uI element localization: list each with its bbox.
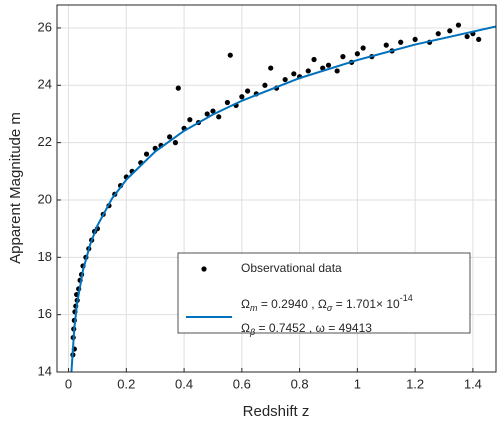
data-point [268, 65, 274, 71]
legend-marker [201, 266, 207, 272]
legend-label-part: β [249, 327, 255, 337]
legend-label-part: Ω [318, 297, 327, 311]
legend-label-part: σ [327, 303, 333, 313]
legend-box [177, 252, 471, 334]
x-tick-label: 0.8 [291, 376, 309, 391]
x-tick-label: 0 [65, 376, 72, 391]
data-point [398, 39, 404, 45]
data-point [447, 28, 453, 34]
data-point [216, 114, 222, 120]
data-point [435, 31, 441, 37]
data-point [340, 54, 346, 60]
y-tick-label: 16 [38, 306, 52, 321]
legend-label-part: = 0.2940 , [257, 297, 317, 311]
fit-line [70, 25, 496, 372]
data-point [245, 88, 251, 94]
data-point [412, 36, 418, 43]
legend-label-part: Ω [241, 297, 250, 311]
data-point [354, 51, 360, 57]
y-axis-label: Apparent Magnitude m [7, 112, 24, 264]
data-point [455, 22, 462, 28]
legend-label-part: Ω [241, 321, 250, 335]
x-axis-label: Redshift z [243, 403, 310, 420]
x-tick-label: 1.4 [464, 376, 482, 391]
data-point [187, 117, 193, 123]
data-point [143, 151, 150, 157]
y-tick-label: 24 [38, 77, 52, 92]
y-tick-label: 14 [38, 363, 52, 378]
data-point [383, 42, 389, 48]
data-point [224, 99, 231, 106]
data-point [227, 52, 233, 58]
data-point [204, 111, 210, 117]
data-point [262, 82, 268, 88]
x-tick-label: 0.4 [175, 376, 193, 391]
data-point [320, 65, 326, 71]
x-tick-label: 0.6 [233, 376, 251, 391]
data-point [172, 140, 179, 146]
data-point [175, 85, 181, 91]
data-point [360, 45, 366, 51]
data-point [210, 108, 216, 114]
y-tick-label: 22 [38, 134, 52, 149]
y-tick-label: 20 [38, 191, 52, 206]
x-tick-label: 0.2 [117, 376, 135, 391]
x-tick-label: 1.2 [406, 376, 424, 391]
legend-label-part: -14 [400, 293, 413, 303]
data-point [464, 33, 470, 40]
plot-frame [56, 4, 497, 373]
legend-label: Observational data [241, 261, 342, 275]
legend-label: Ωm = 0.2940 , Ωσ = 1.701× 10-14 [241, 293, 413, 313]
data-point [239, 94, 245, 100]
legend-label-part: m [250, 303, 258, 313]
data-point [282, 76, 288, 83]
y-tick-label: 26 [38, 19, 52, 34]
data-point [311, 56, 317, 63]
legend-label-part: = 1.701× 10 [332, 297, 400, 311]
x-tick-label: 1 [354, 376, 361, 391]
data-point [291, 71, 297, 77]
y-tick-label: 18 [38, 249, 52, 264]
legend-label: Ωβ = 0.7452 , ω = 49413 [241, 321, 372, 337]
legend-label-part: = 0.7452 , ω = 49413 [255, 321, 372, 335]
data-point [476, 36, 482, 43]
data-point [305, 68, 311, 74]
data-point [167, 134, 173, 140]
data-point [325, 62, 332, 68]
data-point [334, 68, 340, 74]
